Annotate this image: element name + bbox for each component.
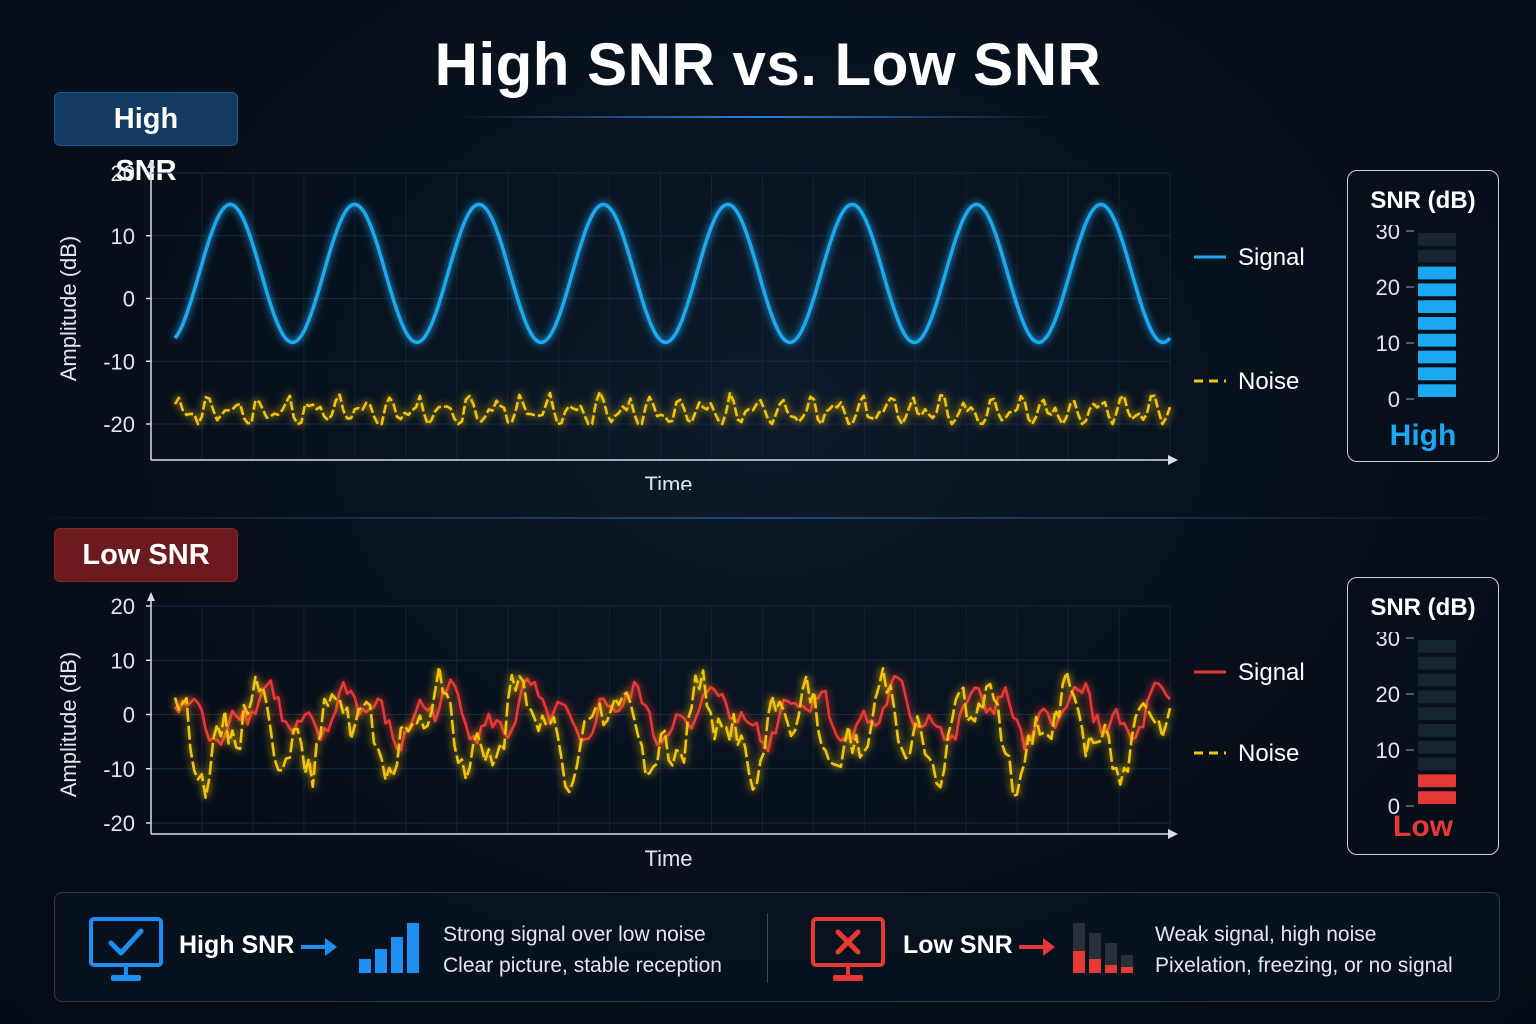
y-tick-label: -20: [103, 412, 135, 437]
summary-high-line1: Strong signal over low noise: [443, 923, 706, 946]
series-line-signal: [173, 202, 1172, 345]
legend-label-noise: Noise: [1238, 368, 1299, 395]
meter-segment: [1418, 300, 1456, 313]
meter-status: Low: [1393, 810, 1453, 843]
meter-segment: [1418, 384, 1456, 397]
meter-segment: [1418, 707, 1456, 720]
meter-segment: [1418, 283, 1456, 297]
y-tick-label: -10: [103, 757, 135, 782]
meter-scale: 30 20 10 0: [1376, 225, 1456, 412]
meter-scale: 30 20 10 0: [1376, 632, 1456, 819]
chart-grid: [150, 172, 1171, 460]
meter-segment: [1418, 233, 1456, 246]
meter-tick-label: 0: [1388, 794, 1400, 819]
meter-segment: [1418, 266, 1456, 280]
meter-segment: [1418, 350, 1456, 364]
y-tick-label: -20: [103, 811, 135, 836]
meter-tick-label: 30: [1376, 632, 1400, 651]
meter-tick-label: 10: [1376, 738, 1400, 763]
title-underline: [455, 116, 1055, 118]
arrow-right-icon: [301, 938, 337, 956]
y-axis-label: Amplitude (dB): [56, 236, 81, 382]
meter-segment: [1418, 367, 1456, 381]
meter-segment: [1418, 317, 1456, 330]
legend-label-signal: Signal: [1238, 244, 1305, 271]
series-line-noise: [173, 665, 1172, 799]
summary-low-label: Low SNR: [903, 931, 1013, 959]
low-snr-meter: SNR (dB) 30 20 10 0 Low: [1347, 577, 1499, 855]
meter-segment: [1418, 673, 1456, 687]
y-axis-arrow: [147, 160, 155, 168]
x-axis-arrow: [1168, 455, 1178, 465]
signal-bars-weak-icon: [1073, 923, 1133, 973]
y-tick-label: -10: [103, 349, 135, 374]
high-snr-tag: High SNR: [54, 92, 238, 187]
series-line-noise: [173, 390, 1172, 426]
summary-low-line2: Pixelation, freezing, or no signal: [1155, 954, 1453, 977]
summary-low-line1: Weak signal, high noise: [1155, 923, 1377, 946]
low-snr-tag: Low SNR: [54, 528, 238, 582]
y-tick-label: 10: [111, 648, 135, 673]
meter-tick-label: 20: [1376, 682, 1400, 707]
summary-box: High SNR Strong signal over low noise Cl…: [54, 892, 1500, 1002]
summary-divider: [767, 913, 768, 983]
meter-segment: [1418, 791, 1456, 804]
monitor-check-icon: [89, 917, 163, 981]
meter-tick-label: 20: [1376, 275, 1400, 300]
y-tick-label: 10: [111, 224, 135, 249]
meter-tick-label: 30: [1376, 225, 1400, 244]
y-axis-arrow: [147, 592, 155, 601]
meter-segment: [1418, 757, 1456, 771]
meter-segment: [1418, 690, 1456, 704]
meter-segment: [1418, 724, 1456, 737]
legend-label-noise: Noise: [1238, 740, 1299, 767]
x-axis-label: Time: [644, 846, 692, 871]
arrow-right-icon: [1019, 938, 1055, 956]
meter-segment: [1418, 740, 1456, 754]
x-axis-arrow: [1168, 829, 1178, 839]
y-axis-label: Amplitude (dB): [56, 652, 81, 798]
section-divider: [0, 517, 1536, 519]
meter-segment: [1418, 249, 1456, 263]
series-line-signal: [173, 674, 1172, 753]
meter-segment: [1418, 640, 1456, 653]
monitor-x-icon: [811, 917, 885, 981]
meter-segment: [1418, 656, 1456, 670]
y-tick-label: 20: [111, 594, 135, 619]
meter-title: SNR (dB): [1370, 187, 1476, 214]
meter-segment: [1418, 333, 1456, 347]
high-snr-chart: 20 10 0 -10 -20 Amplitude (dB) Time Signal Noise: [56, 160, 1305, 490]
meter-tick-label: 0: [1388, 387, 1400, 412]
y-tick-label: 0: [123, 703, 135, 728]
y-tick-label: 20: [111, 161, 135, 186]
x-axis-label: Time: [644, 472, 692, 490]
meter-segment: [1418, 774, 1456, 788]
meter-title: SNR (dB): [1370, 594, 1476, 621]
summary-high-label: High SNR: [179, 931, 295, 959]
legend-label-signal: Signal: [1238, 659, 1305, 686]
meter-tick-label: 10: [1376, 331, 1400, 356]
signal-bars-full-icon: [359, 923, 419, 973]
summary-high-line2: Clear picture, stable reception: [443, 954, 722, 977]
page-title: High SNR vs. Low SNR: [434, 31, 1102, 98]
high-snr-meter: SNR (dB) 30 20 10 0 High: [1347, 170, 1499, 462]
meter-status: High: [1389, 419, 1457, 452]
low-snr-chart: 20 10 0 -10 -20 Amplitude (dB) Time Signal Noise: [56, 592, 1305, 871]
y-tick-label: 0: [123, 287, 135, 312]
